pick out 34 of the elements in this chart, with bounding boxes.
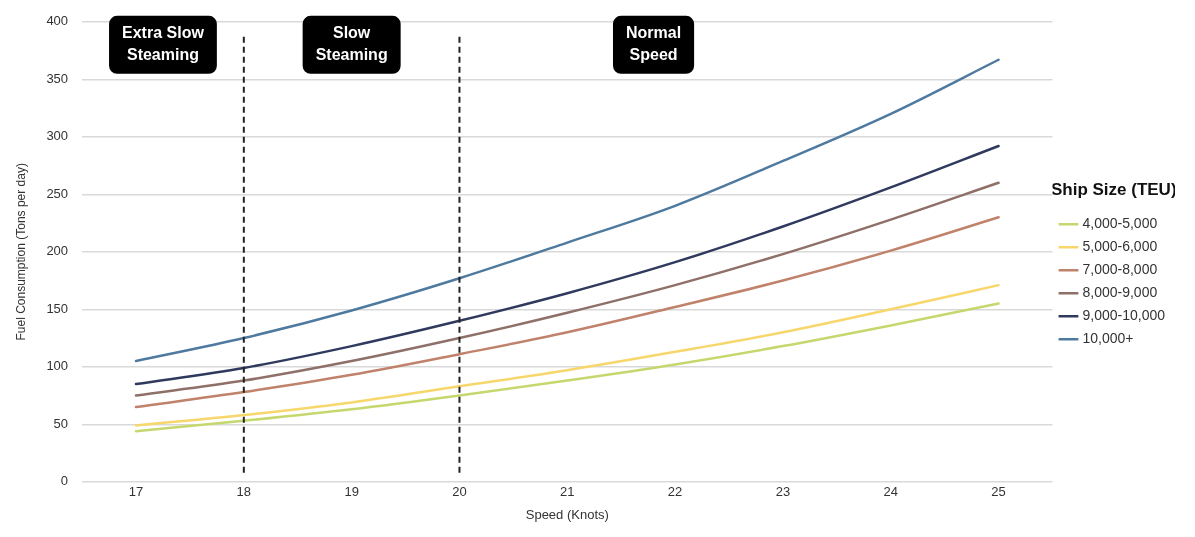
y-tick-label: 250 — [46, 185, 69, 201]
x-tick-label: 20 — [452, 484, 467, 500]
x-tick-label: 23 — [775, 484, 791, 500]
legend-label: 9,000-10,000 — [1082, 307, 1166, 324]
y-tick-label: 200 — [46, 243, 69, 259]
x-tick-label: 19 — [344, 484, 359, 500]
line-series — [134, 283, 1000, 427]
annotation: Slow Steaming — [315, 24, 388, 64]
y-tick-label: 400 — [46, 13, 69, 29]
y-axis-title: Fuel Consumption (Tons per day) — [13, 163, 28, 341]
x-axis-title: Speed (Knots) — [525, 506, 609, 522]
line-series — [134, 302, 1000, 433]
x-tick-label: 24 — [883, 484, 898, 500]
legend-label: 8,000-9,000 — [1082, 284, 1158, 301]
line-series — [134, 144, 1000, 386]
x-tick-label: 17 — [128, 484, 144, 500]
y-tick-label: 350 — [46, 70, 69, 86]
line-series — [134, 216, 1000, 409]
y-tick-label: 300 — [46, 128, 69, 144]
legend-label: 4,000-5,000 — [1082, 215, 1158, 232]
legend-label: 5,000-6,000 — [1082, 238, 1158, 255]
line-series — [134, 181, 1000, 397]
annotation: Extra Slow Steaming — [122, 24, 205, 64]
annotation: Normal Speed — [625, 24, 682, 64]
y-tick-label: 150 — [46, 300, 69, 316]
y-tick-label: 0 — [60, 473, 69, 489]
x-tick-label: 18 — [236, 484, 252, 500]
y-tick-label: 100 — [46, 358, 69, 374]
legend-label: 7,000-8,000 — [1082, 261, 1158, 278]
legend-label: 10,000+ — [1082, 330, 1134, 347]
x-tick-label: 22 — [667, 484, 683, 500]
y-tick-label: 50 — [53, 415, 69, 431]
x-tick-label: 21 — [560, 484, 575, 500]
x-tick-label: 25 — [991, 484, 1006, 500]
